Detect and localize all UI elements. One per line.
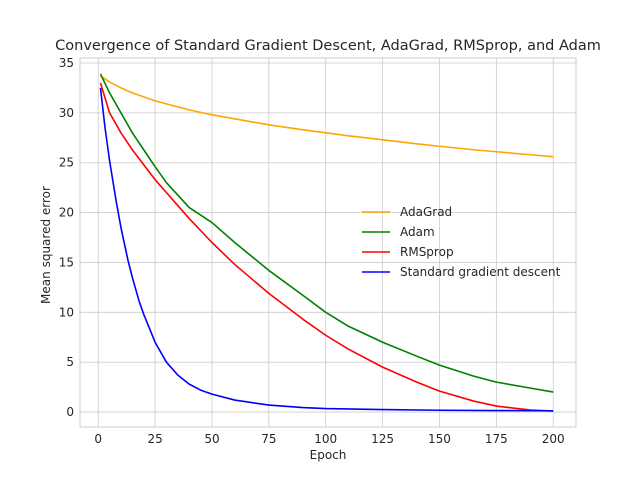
x-tick-label: 0 — [94, 432, 102, 446]
y-tick-label: 35 — [59, 56, 74, 70]
y-tick-label: 10 — [59, 305, 74, 319]
x-tick-label: 25 — [147, 432, 162, 446]
x-tick-label: 150 — [428, 432, 451, 446]
plot-frame — [79, 57, 577, 428]
x-tick-label: 75 — [261, 432, 276, 446]
series-line-adagrad — [100, 75, 554, 158]
chart-title: Convergence of Standard Gradient Descent… — [55, 38, 601, 54]
series-line-adam — [99, 73, 554, 393]
y-tick-label: 30 — [59, 106, 74, 120]
x-tick-label: 125 — [371, 432, 394, 446]
y-axis-label: Mean squared error — [39, 186, 53, 304]
y-tick-label: 0 — [66, 405, 74, 419]
legend-entry-adam: Adam — [400, 225, 435, 239]
plot-area: 0 25 50 75 100 125 150 175 200 0 5 10 15 20 25 30 35 AdaG… — [59, 56, 577, 446]
series-line-rmsprop — [99, 82, 554, 412]
x-tick-label: 100 — [314, 432, 337, 446]
legend-entry-adagrad: AdaGrad — [400, 205, 452, 219]
y-tick-label: 5 — [66, 355, 74, 369]
x-axis-label: Epoch — [310, 448, 347, 462]
x-tick-label: 175 — [485, 432, 508, 446]
x-tick-label: 200 — [542, 432, 565, 446]
legend-entry-rmsprop: RMSprop — [400, 245, 454, 259]
y-tick-label: 15 — [59, 255, 74, 269]
x-tick-label: 50 — [204, 432, 219, 446]
legend-entry-standard-gradient-descent: Standard gradient descent — [400, 265, 561, 279]
y-tick-label: 20 — [59, 206, 74, 220]
series-line-standard-gradient-descent — [99, 87, 554, 412]
y-tick-label: 25 — [59, 156, 74, 170]
